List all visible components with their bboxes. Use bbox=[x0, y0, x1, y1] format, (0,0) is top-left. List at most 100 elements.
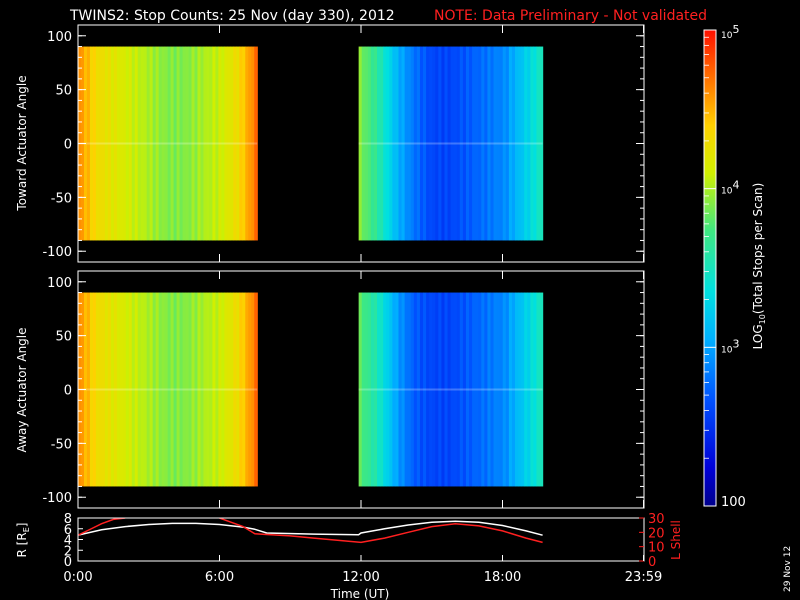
away-heatmap-strip bbox=[230, 292, 234, 487]
away-heatmap-strip bbox=[472, 292, 476, 487]
toward-heatmap-strip bbox=[429, 46, 433, 241]
toward-heatmap-strip bbox=[536, 46, 541, 241]
toward-heatmap-strip bbox=[475, 46, 479, 241]
toward-heatmap-strip bbox=[149, 46, 154, 241]
toward-heatmap-strip bbox=[490, 46, 495, 241]
toward-panel-ylabel: Toward Actuator Angle bbox=[15, 75, 29, 211]
date-stamp: 29 Nov 12 bbox=[783, 546, 793, 592]
away-heatmap-strip bbox=[194, 292, 199, 487]
away-heatmap-strip bbox=[218, 292, 222, 487]
away-heatmap-strip bbox=[469, 292, 473, 487]
away-heatmap-strip bbox=[401, 292, 406, 487]
toward-heatmap-strip bbox=[125, 46, 130, 241]
orbit-lines bbox=[78, 518, 543, 544]
x-axis-label: Time (UT) bbox=[330, 587, 390, 600]
lshell-line bbox=[219, 518, 543, 544]
toward-heatmap-strip bbox=[361, 46, 366, 241]
away-heatmap-strip bbox=[140, 292, 145, 487]
toward-heatmap-strip bbox=[188, 46, 193, 241]
toward-heatmap-strip bbox=[104, 46, 109, 241]
away-heatmap-strip bbox=[188, 292, 193, 487]
colorbar bbox=[703, 29, 717, 507]
away-heatmap-strip bbox=[245, 292, 249, 487]
x-tick-label: 18:00 bbox=[484, 570, 521, 585]
away-heatmap-strip bbox=[95, 292, 100, 487]
toward-heatmap-strip bbox=[140, 46, 145, 241]
away-heatmap-strip bbox=[361, 292, 366, 487]
toward-heatmap-strip bbox=[395, 46, 400, 241]
away-heatmap-strip bbox=[377, 292, 381, 487]
toward-ytick-label: -50 bbox=[51, 191, 72, 206]
away-heatmap-strip bbox=[98, 292, 103, 487]
away-heatmap-strip bbox=[254, 292, 258, 487]
radius-tick-label: 8 bbox=[64, 512, 72, 527]
toward-heatmap-strip bbox=[170, 46, 175, 241]
toward-heatmap-strip bbox=[131, 46, 136, 241]
lshell-axis-label: L Shell bbox=[669, 520, 683, 560]
away-heatmap-strip bbox=[122, 292, 127, 487]
toward-heatmap-strip bbox=[251, 46, 255, 241]
toward-heatmap-strip bbox=[358, 46, 363, 241]
away-heatmap-strip bbox=[185, 292, 190, 487]
toward-heatmap-strip bbox=[167, 46, 172, 241]
toward-heatmap-strip bbox=[194, 46, 199, 241]
toward-ytick-label: 0 bbox=[64, 138, 72, 153]
toward-heatmap-strip bbox=[209, 46, 214, 241]
away-heatmap-strip bbox=[524, 292, 528, 487]
toward-heatmap-strip bbox=[533, 46, 538, 241]
toward-heatmap-strip bbox=[524, 46, 528, 241]
chart-title: TWINS2: Stop Counts: 25 Nov (day 330), 2… bbox=[69, 8, 395, 24]
toward-heatmap-strip bbox=[95, 46, 100, 241]
toward-heatmap-strip bbox=[155, 46, 160, 241]
away-panel-ylabel: Away Actuator Angle bbox=[15, 327, 29, 452]
x-tick-label: 12:00 bbox=[342, 570, 379, 585]
x-tick-label: 0:00 bbox=[63, 570, 92, 585]
toward-heatmap-strip bbox=[521, 46, 525, 241]
away-heatmap-strip bbox=[152, 292, 157, 487]
toward-heatmap-strip bbox=[137, 46, 142, 241]
away-heatmap-strip bbox=[104, 292, 109, 487]
away-ytick-label: 100 bbox=[47, 276, 72, 291]
toward-heatmap-strip bbox=[493, 46, 498, 241]
toward-heatmap-strip bbox=[502, 46, 507, 241]
toward-heatmap-strip bbox=[367, 46, 372, 241]
away-heatmap-strip bbox=[413, 292, 418, 487]
away-heatmap-strip bbox=[456, 292, 461, 487]
away-heatmap-strip bbox=[475, 292, 479, 487]
away-heatmap-strip bbox=[432, 292, 436, 487]
toward-heatmap-strip bbox=[143, 46, 148, 241]
away-heatmap-strip bbox=[170, 292, 175, 487]
toward-heatmap-strip bbox=[508, 46, 513, 241]
away-heatmap-strip bbox=[410, 292, 415, 487]
toward-heatmap-strip bbox=[179, 46, 184, 241]
radius-axis-label: R [RE] bbox=[15, 523, 31, 558]
toward-heatmap-strip bbox=[152, 46, 157, 241]
toward-heatmap-strip bbox=[239, 46, 243, 241]
toward-heatmap-strip bbox=[101, 46, 106, 241]
away-heatmap-strip bbox=[200, 292, 205, 487]
toward-ytick-label: -100 bbox=[42, 245, 72, 260]
toward-heatmap-strip bbox=[530, 46, 534, 241]
away-heatmap-strip bbox=[484, 292, 489, 487]
toward-heatmap-strip bbox=[200, 46, 205, 241]
toward-ytick-label: 50 bbox=[55, 84, 72, 99]
away-heatmap-strip bbox=[128, 292, 133, 487]
toward-heatmap-strip bbox=[221, 46, 225, 241]
toward-heatmap-strip bbox=[401, 46, 406, 241]
away-heatmap-strip bbox=[508, 292, 513, 487]
away-heatmap-strip bbox=[416, 292, 421, 487]
toward-heatmap-strip bbox=[444, 46, 449, 241]
toward-heatmap-strip bbox=[469, 46, 473, 241]
toward-heatmap-strip bbox=[236, 46, 240, 241]
toward-heatmap-strip bbox=[146, 46, 151, 241]
away-heatmap-strip bbox=[364, 292, 369, 487]
away-heatmap-strip bbox=[533, 292, 538, 487]
toward-heatmap-strip bbox=[386, 46, 390, 241]
toward-heatmap-strip bbox=[438, 46, 443, 241]
away-heatmap-strip bbox=[367, 292, 372, 487]
lshell-tick-label: 0 bbox=[648, 555, 656, 570]
away-heatmap-strip bbox=[398, 292, 403, 487]
toward-heatmap-strip bbox=[191, 46, 196, 241]
toward-heatmap-strip bbox=[245, 46, 249, 241]
lshell-line bbox=[78, 518, 126, 536]
